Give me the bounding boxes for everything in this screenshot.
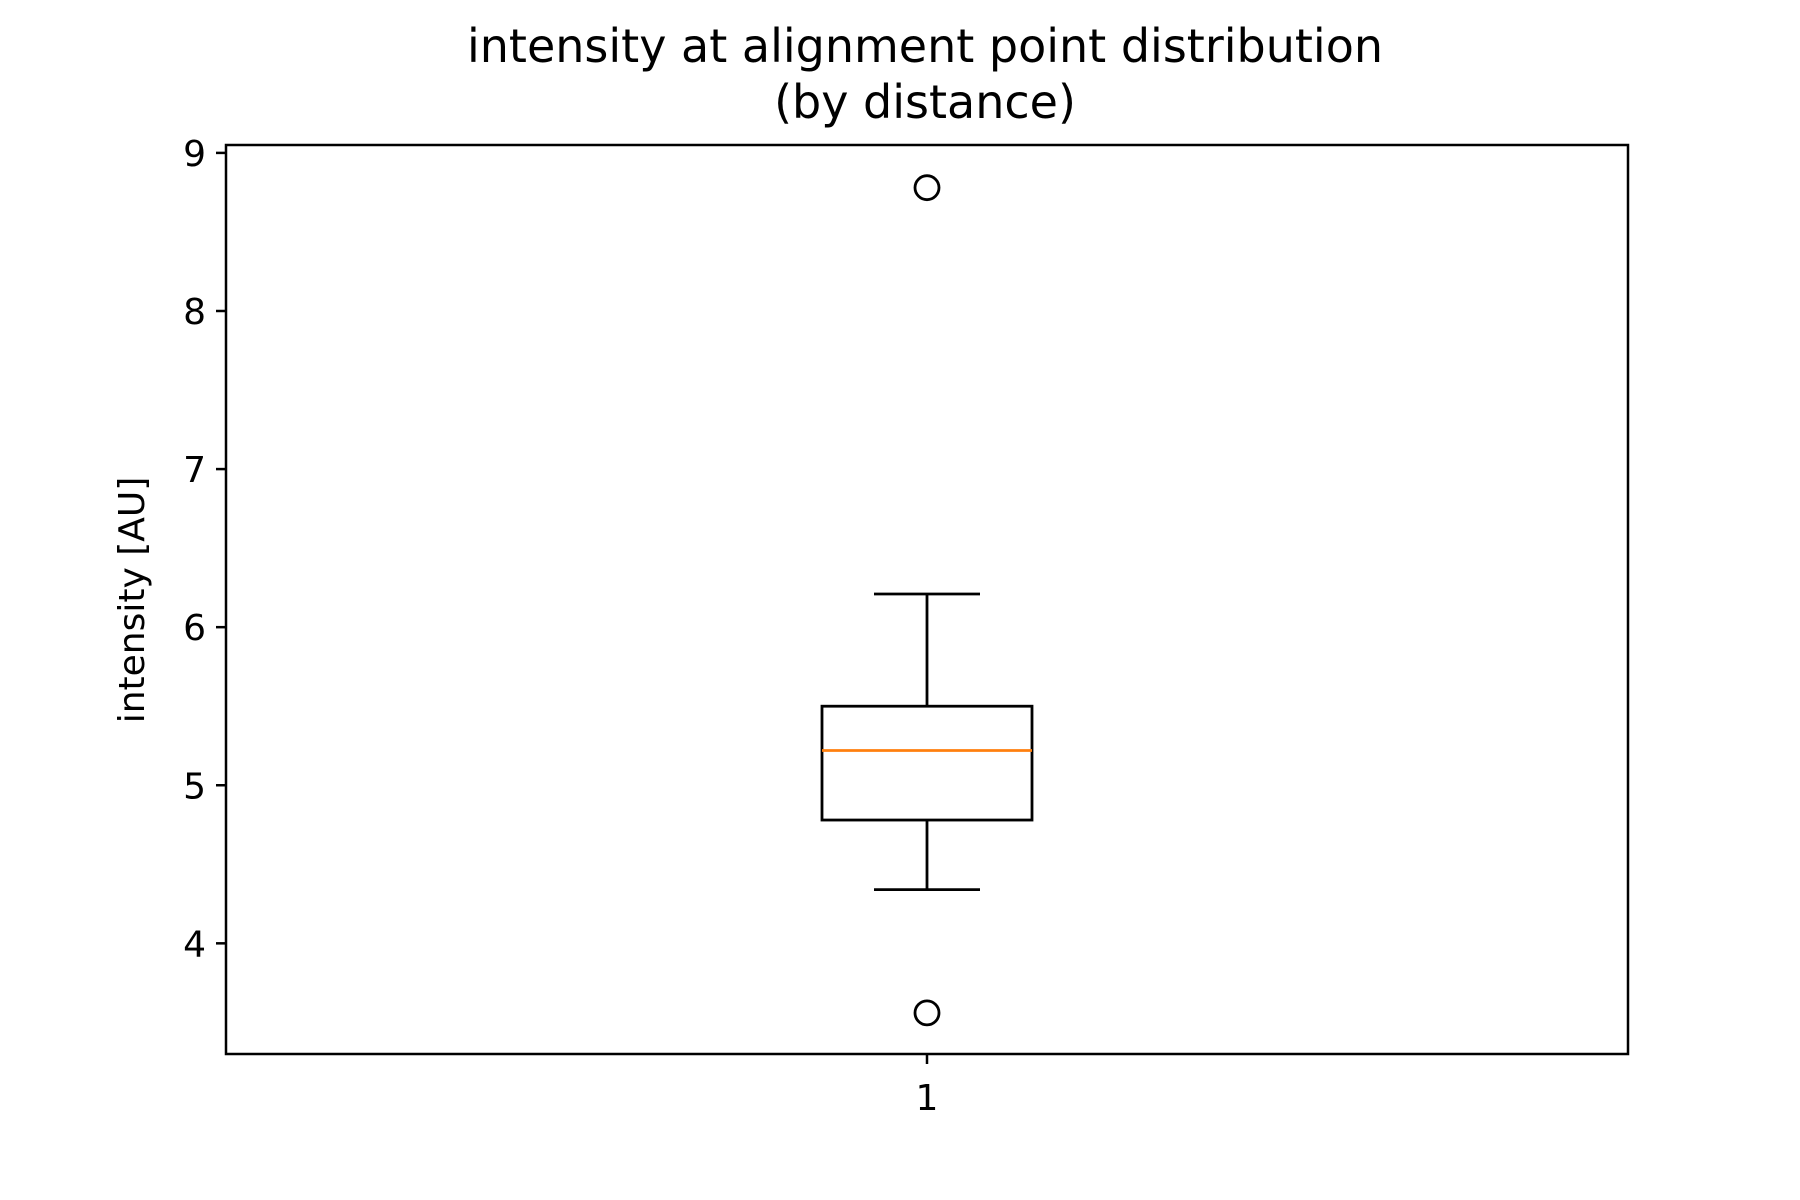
y-tick-label: 8	[183, 292, 206, 333]
chart-title-line-2: (by distance)	[774, 75, 1076, 129]
x-tick-label: 1	[916, 1078, 939, 1119]
outlier-point	[913, 174, 941, 202]
outlier-point	[913, 999, 941, 1027]
y-tick-label: 5	[183, 766, 206, 807]
y-axis: 4 5 6 7 8 9	[183, 134, 226, 965]
y-tick-label: 4	[183, 924, 206, 965]
y-axis-label: intensity [AU]	[112, 477, 153, 724]
y-tick-label: 7	[183, 450, 206, 491]
chart-title-line-1: intensity at alignment point distributio…	[467, 19, 1383, 73]
y-tick-label: 9	[183, 134, 206, 175]
box-series	[820, 174, 1034, 1027]
y-tick-label: 6	[183, 608, 206, 649]
interquartile-box	[820, 704, 1034, 822]
x-axis: 1	[916, 1054, 939, 1119]
